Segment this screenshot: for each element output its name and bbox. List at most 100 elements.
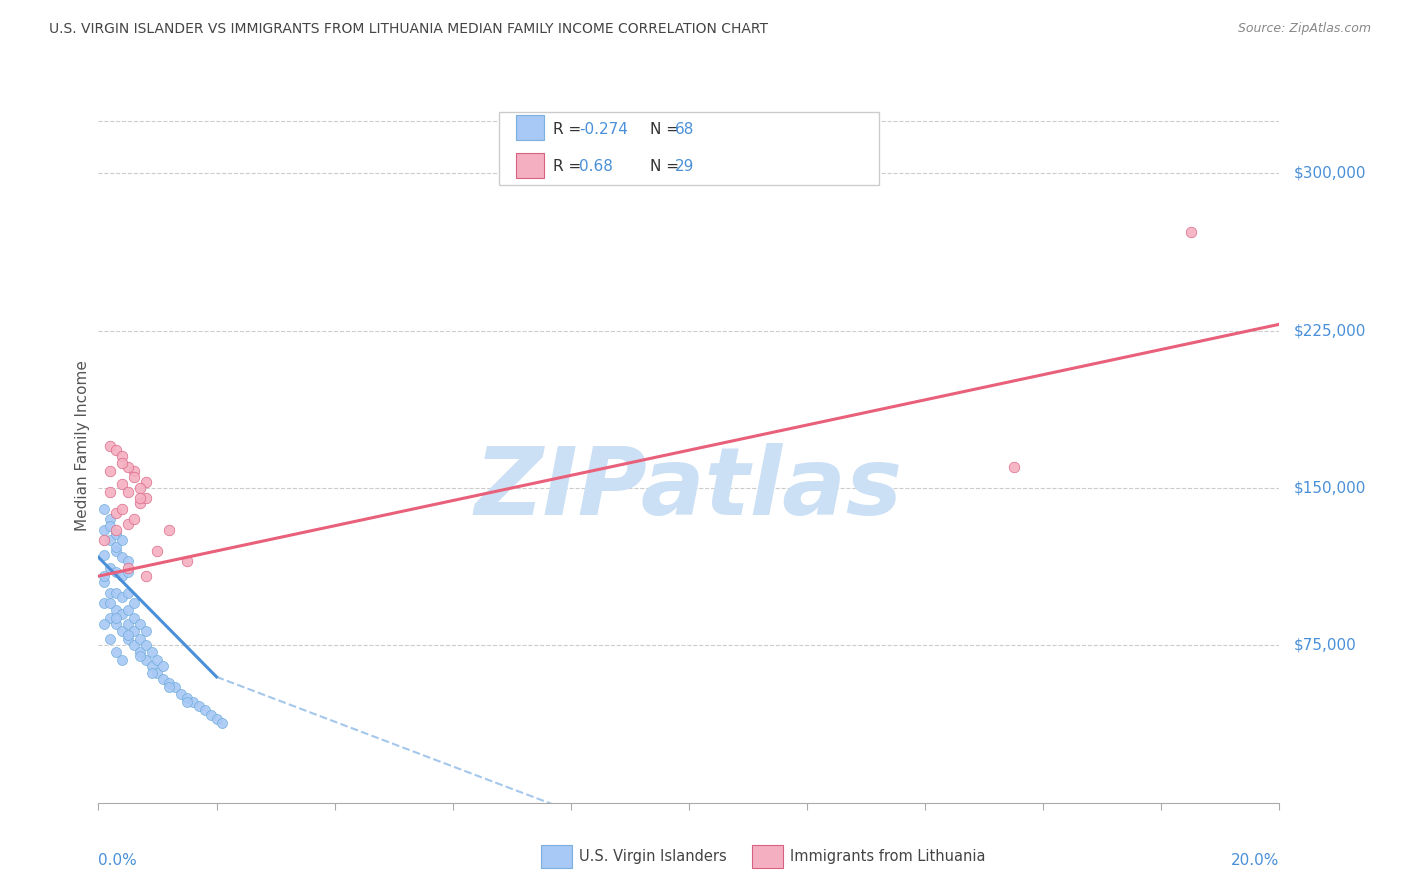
- Point: [128, 645, 150, 659]
- Point: [117, 560, 139, 574]
- Point: [98, 518, 121, 533]
- Text: Immigrants from Lithuania: Immigrants from Lithuania: [790, 849, 986, 863]
- Point: [93, 575, 115, 590]
- Point: [141, 659, 163, 673]
- Point: [93, 596, 115, 610]
- Point: [135, 475, 157, 489]
- Text: 68: 68: [675, 122, 695, 136]
- Text: Source: ZipAtlas.com: Source: ZipAtlas.com: [1237, 22, 1371, 36]
- Point: [111, 456, 134, 470]
- Point: [122, 512, 145, 526]
- Point: [176, 554, 198, 568]
- Point: [93, 569, 115, 583]
- Point: [157, 676, 180, 690]
- Point: [135, 569, 157, 583]
- Point: [176, 690, 198, 705]
- Point: [117, 485, 139, 500]
- Point: [111, 569, 134, 583]
- Point: [105, 586, 128, 600]
- Point: [98, 560, 121, 574]
- Point: [105, 544, 128, 558]
- Point: [128, 491, 150, 506]
- Point: [128, 632, 150, 646]
- Point: [105, 540, 128, 554]
- Point: [135, 653, 157, 667]
- Point: [128, 481, 150, 495]
- Point: [181, 695, 204, 709]
- Point: [122, 470, 145, 484]
- Point: [93, 533, 115, 548]
- Point: [105, 527, 128, 541]
- Point: [157, 681, 180, 695]
- Point: [105, 603, 128, 617]
- Point: [117, 460, 139, 475]
- Point: [135, 491, 157, 506]
- Point: [157, 523, 180, 537]
- Point: [111, 450, 134, 464]
- Point: [187, 699, 209, 714]
- Point: [128, 617, 150, 632]
- Point: [105, 611, 128, 625]
- Point: [105, 617, 128, 632]
- Point: [117, 632, 139, 646]
- Point: [194, 703, 217, 717]
- Point: [117, 516, 139, 531]
- Point: [111, 533, 134, 548]
- Text: 20.0%: 20.0%: [1232, 853, 1279, 868]
- Point: [146, 653, 169, 667]
- Point: [128, 648, 150, 663]
- Point: [98, 586, 121, 600]
- Point: [117, 603, 139, 617]
- Point: [117, 628, 139, 642]
- Point: [105, 523, 128, 537]
- Text: -0.274: -0.274: [579, 122, 628, 136]
- Text: U.S. Virgin Islanders: U.S. Virgin Islanders: [579, 849, 727, 863]
- Point: [141, 645, 163, 659]
- Point: [135, 624, 157, 638]
- Point: [111, 476, 134, 491]
- Point: [117, 554, 139, 568]
- Point: [98, 611, 121, 625]
- Text: R =: R =: [553, 160, 586, 174]
- Point: [111, 550, 134, 565]
- Point: [122, 639, 145, 653]
- Point: [117, 617, 139, 632]
- Point: [98, 632, 121, 646]
- Point: [111, 607, 134, 621]
- Text: $150,000: $150,000: [1294, 481, 1365, 495]
- Point: [93, 548, 115, 562]
- Point: [122, 464, 145, 478]
- Point: [98, 485, 121, 500]
- Point: [111, 502, 134, 516]
- Point: [1002, 460, 1025, 475]
- Point: [98, 512, 121, 526]
- Point: [98, 596, 121, 610]
- Point: [98, 533, 121, 548]
- Point: [105, 443, 128, 458]
- Text: 29: 29: [675, 160, 695, 174]
- Point: [122, 611, 145, 625]
- Point: [98, 439, 121, 453]
- Point: [211, 716, 233, 731]
- Point: [128, 496, 150, 510]
- Point: [105, 645, 128, 659]
- Point: [135, 639, 157, 653]
- Text: R =: R =: [553, 122, 586, 136]
- Point: [117, 586, 139, 600]
- Point: [98, 464, 121, 478]
- Text: N =: N =: [650, 160, 683, 174]
- Point: [170, 687, 193, 701]
- Point: [152, 659, 174, 673]
- Y-axis label: Median Family Income: Median Family Income: [75, 360, 90, 532]
- Text: $225,000: $225,000: [1294, 323, 1365, 338]
- Point: [93, 502, 115, 516]
- Text: 0.0%: 0.0%: [98, 853, 138, 868]
- Point: [141, 665, 163, 680]
- Point: [93, 523, 115, 537]
- Point: [176, 695, 198, 709]
- Point: [205, 712, 228, 726]
- Point: [111, 624, 134, 638]
- Point: [200, 707, 222, 722]
- Text: N =: N =: [650, 122, 683, 136]
- Point: [105, 506, 128, 520]
